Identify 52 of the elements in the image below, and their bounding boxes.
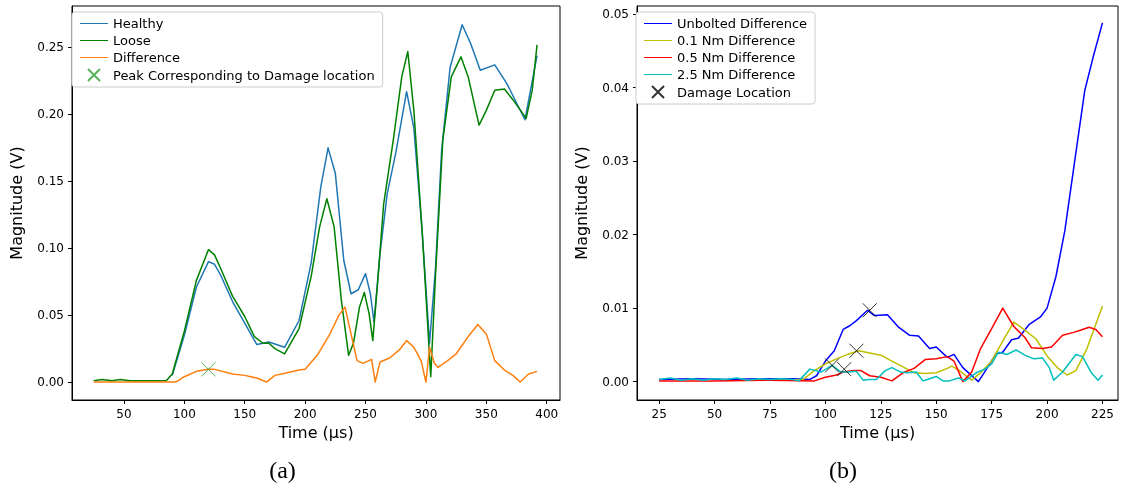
legend-label: 0.5 Nm Difference (677, 50, 796, 65)
x-tick-label: 175 (980, 407, 1004, 421)
point (862, 302, 878, 318)
line-series (92, 306, 538, 383)
y-tick-label: 0.20 (37, 107, 64, 122)
y-tick-label: 0.05 (602, 7, 629, 22)
y-axis-title: Magnitude (V) (571, 146, 591, 260)
y-tick-label: 0.04 (602, 80, 629, 95)
point (848, 343, 864, 359)
x-tick-label: 100 (813, 407, 837, 421)
legend-label: Difference (113, 50, 181, 65)
x-tick-label: 400 (535, 407, 559, 421)
x-tick-label: 200 (293, 407, 317, 421)
y-tick-label: 0.00 (37, 375, 64, 390)
x-tick-label: 350 (474, 407, 498, 421)
line-series (92, 44, 538, 382)
text: (a) (269, 457, 296, 483)
text: (b) (829, 457, 857, 483)
legend-label: Healthy (113, 16, 164, 31)
x-axis-title: Time (μs) (838, 423, 916, 443)
x-tick-label: 225 (1091, 407, 1114, 421)
legend-label: Unbolted Difference (677, 16, 808, 31)
x-tick-label: 200 (1035, 407, 1059, 421)
legend-label: 2.5 Nm Difference (677, 67, 796, 82)
y-tick-label: 0.15 (37, 174, 64, 189)
x-tick-label: 150 (233, 407, 257, 421)
point (836, 361, 852, 377)
x-tick-label: 50 (706, 407, 723, 421)
line-series (658, 349, 1104, 382)
y-tick-label: 0.05 (37, 308, 64, 323)
y-tick-label: 0.00 (602, 374, 629, 389)
y-tick-label: 0.01 (602, 301, 629, 316)
legend-label: Loose (113, 33, 151, 48)
legend-label: Peak Corresponding to Damage location (113, 67, 375, 83)
legend-label: 0.1 Nm Difference (677, 33, 796, 48)
y-tick-label: 0.02 (602, 227, 629, 242)
x-tick-label: 150 (924, 407, 948, 421)
x-tick-label: 250 (354, 407, 377, 421)
legend-label: Damage Location (677, 84, 791, 100)
x-tick-label: 25 (651, 407, 667, 421)
x-axis-title: Time (μs) (277, 423, 354, 443)
line-series (658, 307, 1104, 383)
y-tick-label: 0.03 (602, 154, 629, 169)
y-axis-title: Magnitude (V) (6, 146, 26, 260)
y-tick-label: 0.10 (37, 241, 64, 256)
x-tick-label: 300 (414, 407, 438, 421)
x-tick-label: 75 (762, 407, 778, 421)
y-tick-label: 0.25 (37, 40, 64, 55)
point (824, 357, 840, 373)
x-tick-label: 50 (116, 407, 132, 421)
x-tick-label: 125 (869, 407, 893, 421)
x-tick-label: 100 (172, 407, 196, 421)
